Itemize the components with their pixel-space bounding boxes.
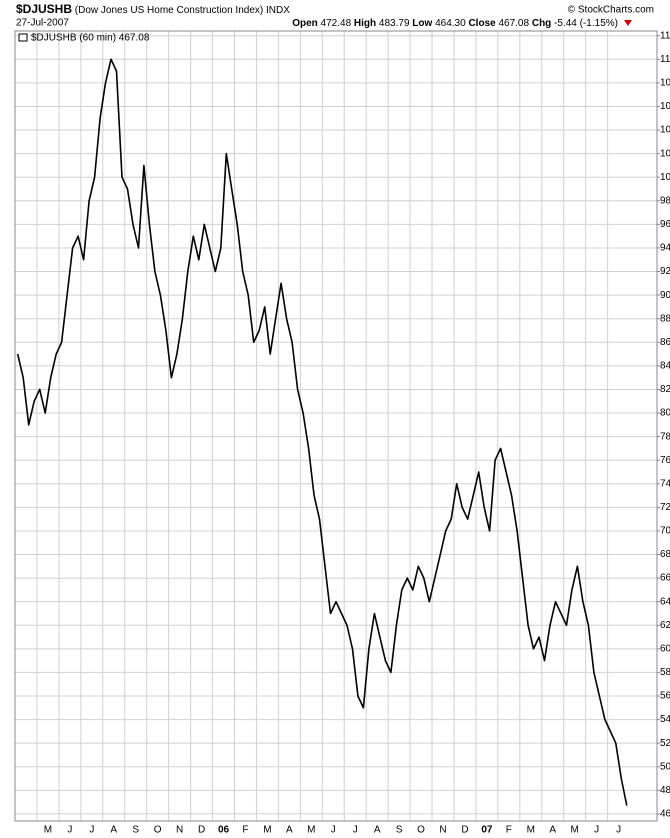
y-tick-label: 740 [660, 478, 670, 489]
y-tick-label: 780 [660, 431, 670, 442]
y-tick-label: 820 [660, 384, 670, 395]
y-tick-label: 880 [660, 313, 670, 324]
y-tick-label: 520 [660, 738, 670, 749]
down-arrow [624, 20, 632, 26]
y-tick-label: 960 [660, 219, 670, 230]
x-tick-label: M [527, 825, 535, 836]
quote-label: Open [292, 18, 318, 29]
y-tick-label: 1020 [660, 148, 670, 159]
grid [15, 31, 657, 821]
x-tick-label: D [198, 825, 205, 836]
x-tick-label: A [286, 825, 293, 836]
x-tick-label: S [132, 825, 139, 836]
y-tick-label: 500 [660, 761, 670, 772]
index-name: (Dow Jones US Home Construction Index) [75, 5, 263, 16]
y-tick-label: 1080 [660, 78, 670, 89]
y-tick-label: 700 [660, 526, 670, 537]
quote-label: Close [468, 18, 496, 29]
x-tick-label: O [154, 825, 162, 836]
symbol: $DJUSHB [16, 2, 72, 16]
x-tick-label: J [331, 825, 336, 836]
x-tick-label: O [417, 825, 425, 836]
x-tick-label: M [263, 825, 271, 836]
x-tick-label: J [67, 825, 72, 836]
quote-label: Chg [532, 18, 551, 29]
y-tick-label: 540 [660, 714, 670, 725]
quote-label: High [354, 18, 376, 29]
x-tick-label: A [110, 825, 117, 836]
y-tick-label: 640 [660, 596, 670, 607]
y-tick-label: 560 [660, 691, 670, 702]
y-tick-label: 660 [660, 573, 670, 584]
x-tick-label: N [176, 825, 183, 836]
header-title: $DJUSHB (Dow Jones US Home Construction … [16, 2, 290, 16]
y-tick-label: 460 [660, 809, 670, 820]
quote-value: 483.79 [379, 18, 410, 29]
x-tick-label: A [374, 825, 381, 836]
x-tick-label: D [461, 825, 468, 836]
y-tick-label: 620 [660, 620, 670, 631]
quote-value: 467.08 [498, 18, 529, 29]
y-tick-label: 1120 [660, 30, 670, 41]
x-tick-label: J [616, 825, 621, 836]
x-tick-label: A [549, 825, 556, 836]
y-tick-label: 720 [660, 502, 670, 513]
y-tick-label: 980 [660, 195, 670, 206]
copyright: © StockCharts.com [568, 5, 654, 16]
plot-frame [14, 30, 658, 822]
x-tick-label: F [506, 825, 512, 836]
y-tick-label: 840 [660, 361, 670, 372]
y-tick-label: 1000 [660, 172, 670, 183]
y-tick-label: 680 [660, 549, 670, 560]
x-tick-label: J [89, 825, 94, 836]
y-tick-label: 860 [660, 337, 670, 348]
exchange: INDX [266, 5, 290, 16]
x-tick-label: M [44, 825, 52, 836]
quote-value: -5.44 (-1.15%) [554, 18, 618, 29]
y-tick-label: 760 [660, 455, 670, 466]
legend-icon [18, 33, 28, 42]
y-tick-label: 940 [660, 243, 670, 254]
x-tick-label: J [353, 825, 358, 836]
x-tick-label: M [307, 825, 315, 836]
y-tick-label: 920 [660, 266, 670, 277]
price-line [16, 58, 628, 806]
x-tick-label: S [396, 825, 403, 836]
quote-value: 472.48 [321, 18, 352, 29]
x-tick-label: N [439, 825, 446, 836]
legend: $DJUSHB (60 min) 467.08 [31, 33, 150, 44]
date: 27-Jul-2007 [16, 18, 69, 29]
quote: Open 472.48 High 483.79 Low 464.30 Close… [292, 18, 618, 29]
y-tick-label: 1040 [660, 125, 670, 136]
y-tick-label: 480 [660, 785, 670, 796]
x-tick-label: M [571, 825, 579, 836]
y-tick-label: 580 [660, 667, 670, 678]
quote-label: Low [412, 18, 432, 29]
x-tick-label: J [594, 825, 599, 836]
quote-value: 464.30 [435, 18, 466, 29]
y-tick-label: 1060 [660, 101, 670, 112]
x-tick-label: 07 [481, 825, 493, 836]
y-tick-label: 600 [660, 643, 670, 654]
x-tick-label: 06 [218, 825, 230, 836]
x-tick-label: F [242, 825, 248, 836]
y-tick-label: 800 [660, 408, 670, 419]
y-tick-label: 900 [660, 290, 670, 301]
y-tick-label: 1100 [660, 54, 670, 65]
